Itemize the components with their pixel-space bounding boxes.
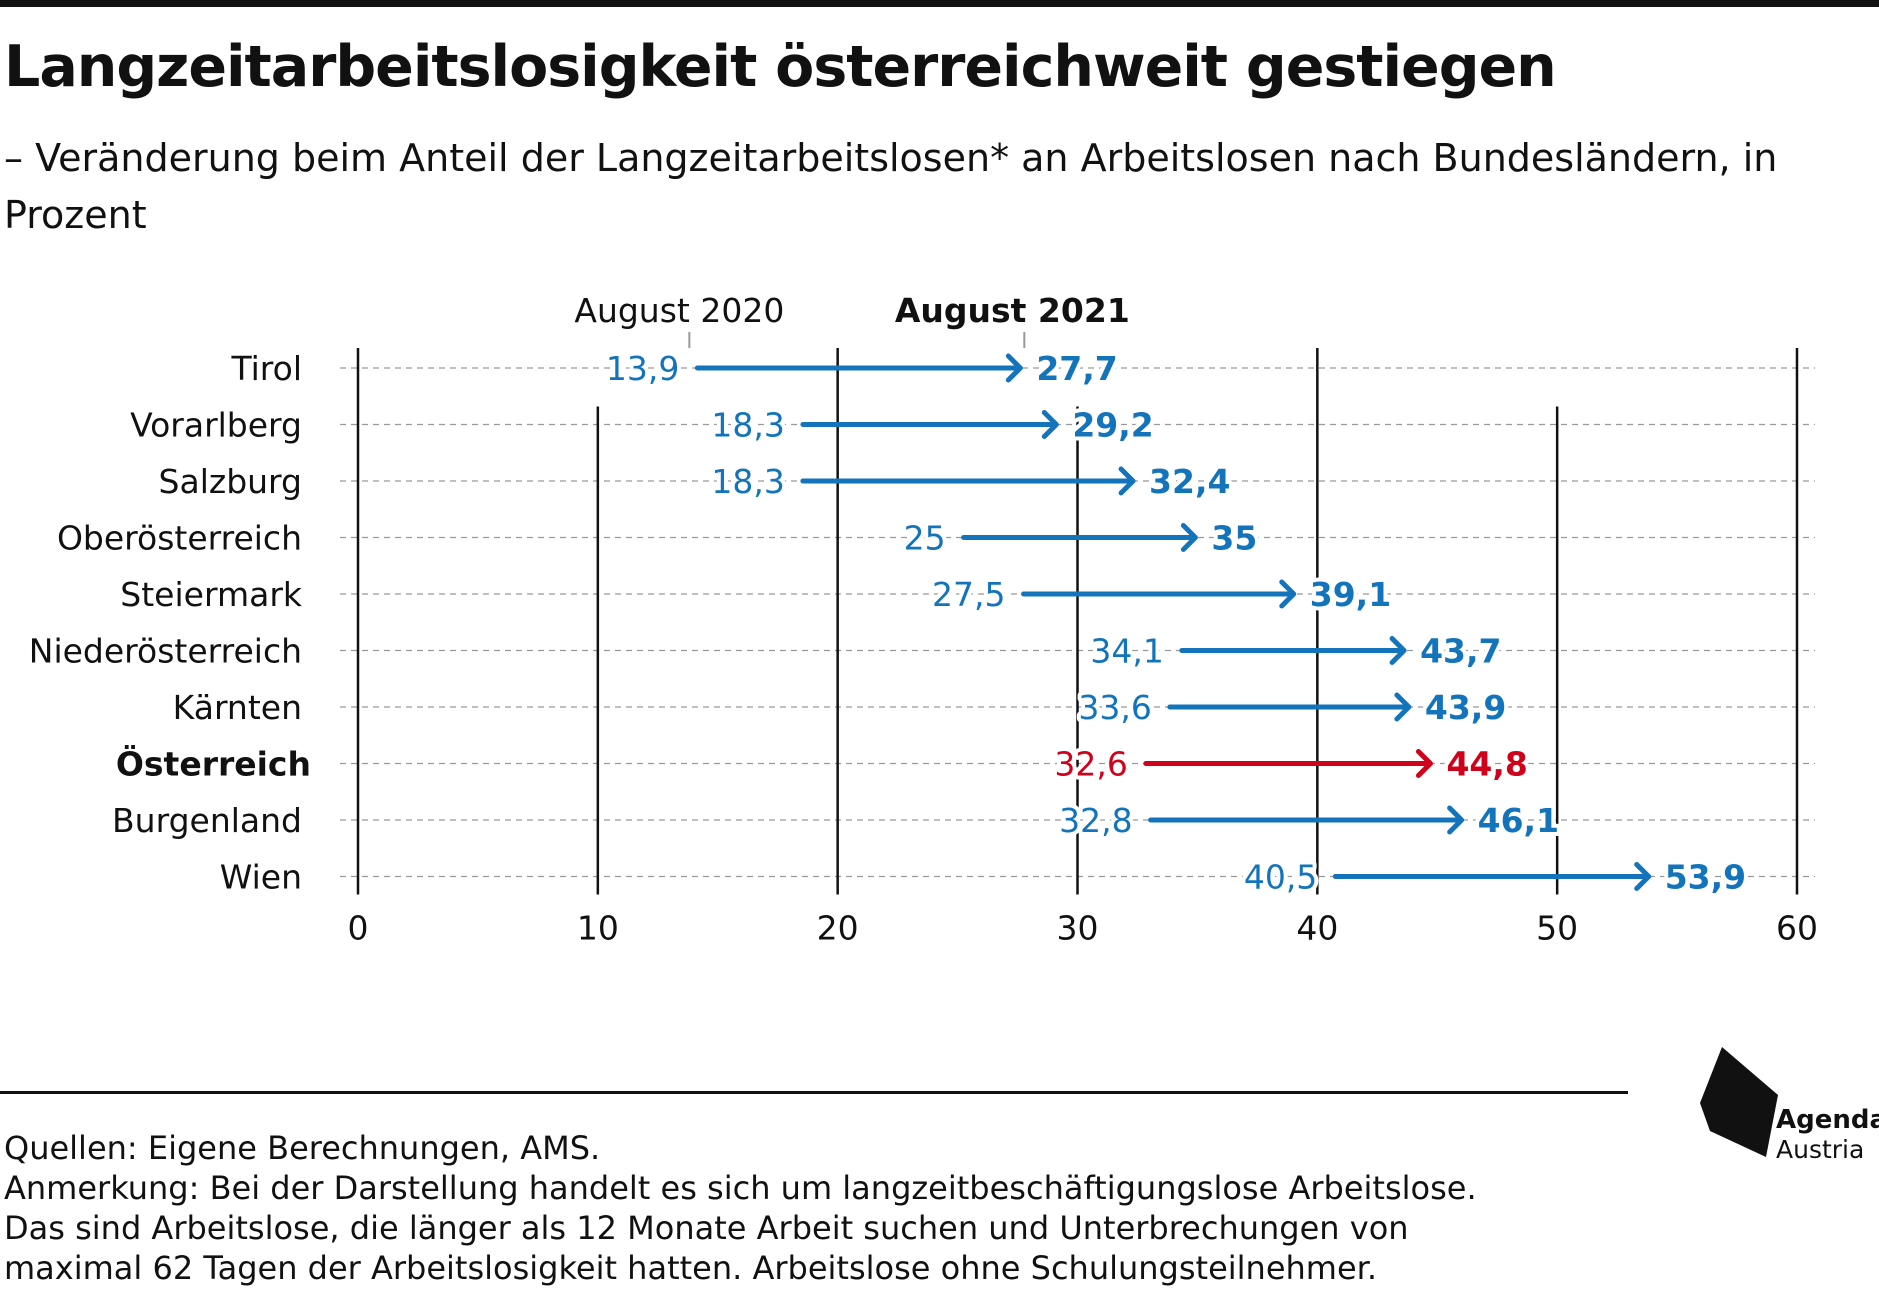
arrow-head [1415,749,1433,778]
x-tick-label: 40 [1296,909,1338,948]
logo-mark-icon [1700,1047,1778,1157]
arrow-head [1005,353,1023,383]
value-label-2021: 53,9 [1665,858,1746,897]
category-label: Salzburg [159,462,302,501]
arrow-head [1279,579,1297,609]
category-label: Oberösterreich [57,519,302,558]
value-label-2021: 35 [1211,519,1257,558]
value-label-2021: 32,4 [1149,462,1230,501]
agenda-austria-logo: Agenda Austria [1700,1045,1879,1165]
value-label-2020: 13,9 [606,349,679,388]
value-label-2021: 27,7 [1036,349,1117,388]
series-label-2020: August 2020 [574,291,784,330]
source-note: Quellen: Eigene Berechnungen, AMS. [4,1129,601,1167]
category-label: Tirol [230,349,302,388]
value-label-2020: 25 [904,519,946,558]
x-tick-label: 50 [1536,909,1578,948]
value-label-2020: 34,1 [1090,632,1163,671]
value-label-2021: 43,7 [1420,632,1501,671]
logo-text-austria: Austria [1776,1135,1865,1164]
arrow-chart: 0 10 20 30 40 50 60 August 2020 August 2021 Tirol… [29,291,1818,948]
x-tick-label: 0 [348,909,369,948]
value-label-2020: 32,8 [1059,801,1132,840]
arrow-head [1118,466,1136,496]
x-tick-label: 60 [1776,909,1818,948]
value-label-2021: 46,1 [1478,801,1559,840]
arrow-head [1394,692,1412,722]
x-tick-label: 10 [577,909,619,948]
annotation-line-1: Anmerkung: Bei der Darstellung handelt e… [4,1169,1477,1207]
chart-title: Langzeitarbeitslosigkeit österreichweit … [4,34,1557,100]
arrow-head [1041,410,1059,439]
category-label: Burgenland [112,801,302,840]
value-label-2020: 33,6 [1078,688,1151,727]
value-label-2020: 18,3 [711,462,784,501]
category-label: Kärnten [173,688,302,727]
value-label-2021: 39,1 [1310,575,1391,614]
value-label-2020: 27,5 [932,575,1005,614]
arrow-head [1634,862,1652,891]
annotation-line-2: Das sind Arbeitslose, die länger als 12 … [4,1209,1409,1247]
value-label-2021: 29,2 [1072,406,1153,445]
footer-rule [0,1091,1628,1094]
logo-text-agenda: Agenda [1776,1105,1879,1135]
value-label-2020: 32,6 [1054,745,1127,784]
category-label: Niederösterreich [29,632,302,671]
x-tick-label: 30 [1057,909,1099,948]
arrow-head [1389,636,1407,665]
value-label-2021: 44,8 [1446,745,1527,784]
x-tick-label: 20 [817,909,859,948]
arrow-head [1180,523,1198,552]
series-label-2021: August 2021 [895,291,1130,330]
value-label-2020: 40,5 [1244,858,1317,897]
category-label: Steiermark [120,575,303,614]
footnotes: Quellen: Eigene Berechnungen, AMS. Anmer… [4,1128,1644,1288]
chart-subtitle: – Veränderung beim Anteil der Langzeitar… [4,136,1778,237]
category-label: Vorarlberg [130,406,302,445]
annotation-line-3: maximal 62 Tagen der Arbeitslosigkeit ha… [4,1249,1378,1287]
value-label-2021: 43,9 [1425,688,1506,727]
arrow-head [1447,805,1465,835]
top-rule [0,0,1879,7]
category-label: Österreich [116,744,311,784]
category-label: Wien [220,858,302,897]
value-label-2020: 18,3 [711,406,784,445]
